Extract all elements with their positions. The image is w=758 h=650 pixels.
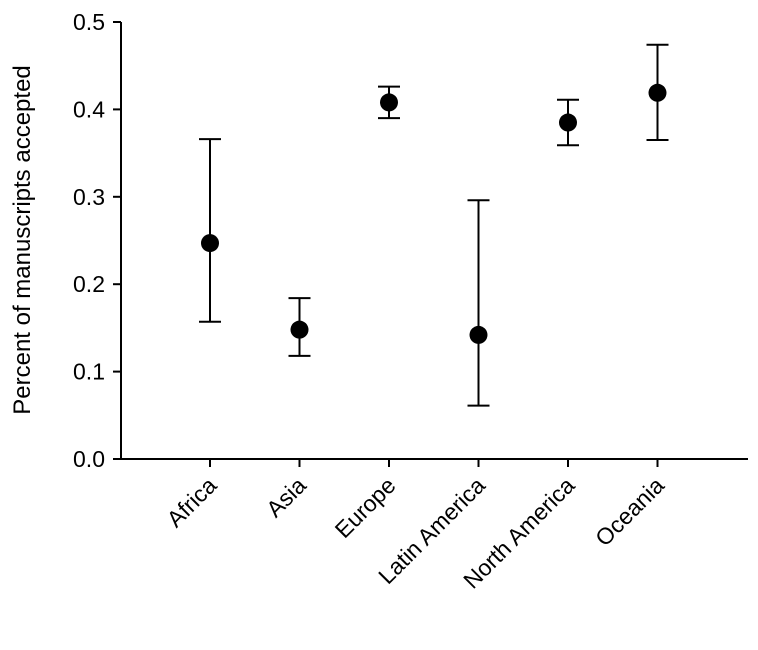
- x-tick-label: Asia: [261, 472, 311, 522]
- y-tick-label: 0.2: [73, 271, 105, 297]
- data-point: [201, 234, 219, 253]
- y-tick-label: 0.0: [73, 446, 105, 472]
- data-point: [380, 93, 398, 112]
- y-tick-label: 0.3: [73, 184, 105, 210]
- y-tick-label: 0.5: [73, 9, 105, 35]
- data-points: [201, 83, 667, 344]
- x-tick-label: Europe: [330, 472, 401, 543]
- y-axis: [113, 21, 122, 460]
- x-tick-label: Oceania: [590, 472, 669, 551]
- y-tick-label: 0.4: [73, 96, 105, 122]
- data-point: [559, 113, 577, 132]
- y-tick-label: 0.1: [73, 359, 105, 385]
- x-tick-label: Africa: [162, 472, 222, 532]
- data-point: [469, 325, 488, 344]
- y-axis-title: Percent of manuscripts accepted: [9, 65, 36, 415]
- error-bars: [199, 43, 669, 407]
- y-tick-labels: 0.0 0.1 0.2 0.3 0.4 0.5: [73, 9, 105, 472]
- data-point: [290, 320, 309, 339]
- data-point: [648, 83, 667, 102]
- x-axis: [121, 458, 748, 467]
